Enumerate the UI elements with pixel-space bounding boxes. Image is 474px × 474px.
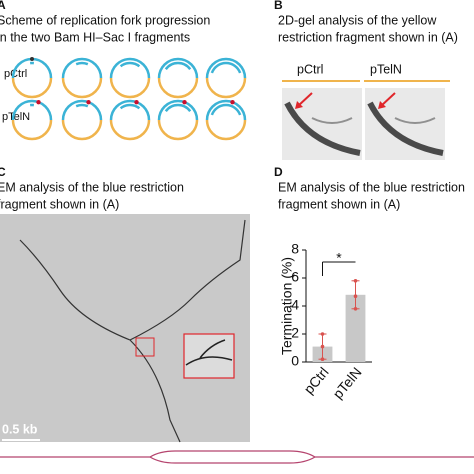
ter-site [230,99,235,105]
panel-letter: D [274,165,283,179]
ter-site [86,99,91,105]
dna-strand [19,239,181,443]
panel-title: EM analysis of the blue restriction [0,180,184,194]
arrow-head [378,101,386,109]
arrow-head [295,101,303,109]
panel-title: restriction fragment shown in (A) [278,30,458,44]
panel-title: EM analysis of the blue restriction [278,180,465,194]
dna-strand [129,219,246,341]
gel-arc [367,101,444,156]
replicated-arc [210,103,242,116]
plasmid-arc [109,77,151,99]
replicated-arc [164,103,192,113]
plasmid-arc [61,99,103,121]
plasmid-arc [157,57,199,79]
plasmid-arc [11,119,53,141]
panel-title: fragment shown in (A) [0,197,119,211]
panel-letter: A [0,0,6,12]
plasmid-arc [109,57,151,79]
plasmid-arc [205,77,247,99]
scale-label: 0.5 kb [2,422,38,436]
plasmid-arc [61,57,103,79]
plasmid-arc [109,119,151,141]
lane-label: pTelN [370,62,402,76]
zoom-inset [183,333,235,379]
fork-diagram [149,456,316,464]
y-tick-label: 0 [291,353,299,369]
replicated-arc [119,103,141,110]
y-axis-label: Termination (%) [279,257,295,355]
row-label: pTelN [2,111,30,123]
panel-letter: C [0,165,6,179]
plasmid-arc [61,119,103,141]
data-point [353,294,358,299]
replicated-arc [75,61,89,66]
replicated-arc [210,61,242,74]
data-point [320,357,325,362]
plasmid-arc [109,99,151,121]
fork-diagram [0,450,474,458]
plasmid-arc [61,77,103,99]
gel-arc [311,117,353,124]
plasmid-arc [157,99,199,121]
bar [345,294,366,362]
arrow [380,92,396,107]
ter-site [182,99,187,105]
plasmid-arc [11,77,53,99]
y-tick-label: 8 [291,241,299,257]
plasmid-arc [157,119,199,141]
panel-letter: B [274,0,283,12]
panel-title: 2D-gel analysis of the yellow [278,13,437,27]
panel-title: fragment shown in (A) [278,197,400,211]
x-tick-label: pCtrl [300,364,331,397]
panel-title: in the two Bam HI–Sac I fragments [0,30,190,44]
data-point [353,279,358,283]
lane-label: pCtrl [297,62,323,76]
arrow [297,92,313,107]
data-point [320,344,325,349]
significance-label: * [336,250,342,266]
ter-site [134,99,139,105]
y-tick-label: 2 [291,325,299,341]
origin [30,57,34,61]
zoom-box [135,337,155,357]
ter-site [36,99,41,105]
plasmid-arc [205,119,247,141]
panel-title: Scheme of replication fork progression [0,13,210,27]
gel-arc [284,101,361,156]
zoom-strand [185,339,233,366]
plasmid-arc [157,77,199,99]
replicated-arc [119,61,141,68]
plasmid-arc [205,57,247,79]
row-label: pCtrl [4,68,27,80]
replicated-arc [164,61,192,71]
gel-arc [394,117,436,124]
x-tick-label: pTelN [329,364,364,402]
data-point [320,332,325,336]
data-point [353,307,358,311]
plasmid-arc [205,99,247,121]
em-image [0,214,250,442]
y-tick-label: 4 [291,297,299,313]
plasmid-arc [11,99,53,121]
replicated-arc [75,103,89,108]
y-tick-label: 6 [291,269,299,285]
